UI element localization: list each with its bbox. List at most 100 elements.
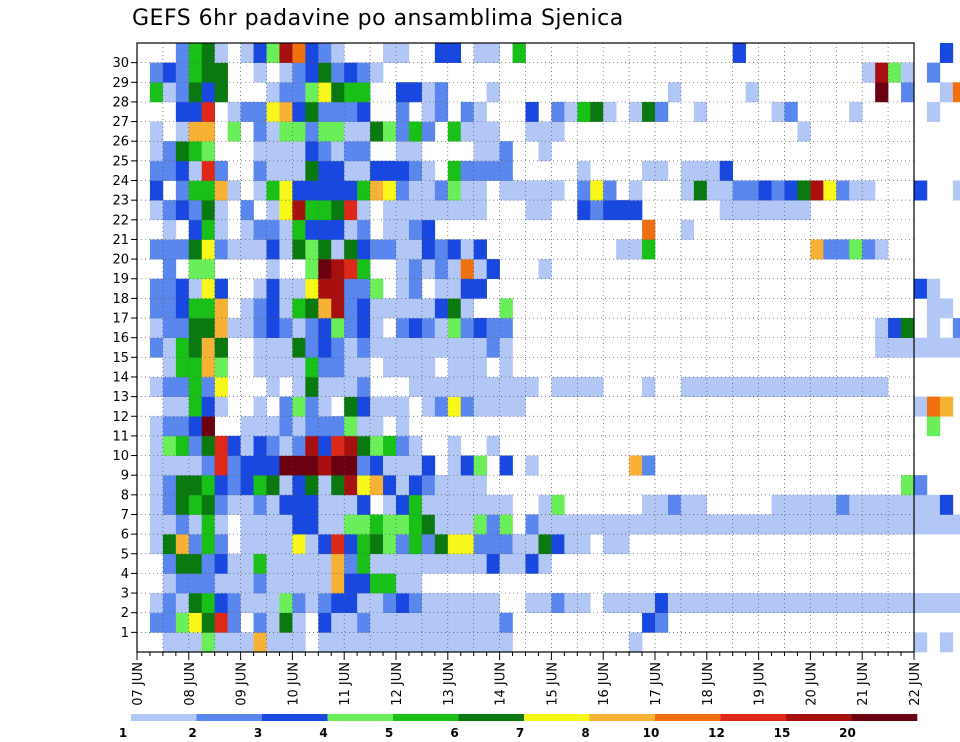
x-tick-label: 18 JUN xyxy=(701,662,716,706)
heatmap-cell xyxy=(473,141,487,162)
heatmap-cell xyxy=(318,416,332,437)
heatmap-cell xyxy=(538,494,552,515)
heatmap-cell xyxy=(201,121,215,142)
heatmap-cell xyxy=(162,632,177,653)
heatmap-cell xyxy=(396,632,410,653)
heatmap-cell xyxy=(421,514,436,535)
heatmap-cell xyxy=(318,435,332,456)
heatmap-cell xyxy=(396,475,410,496)
heatmap-cell xyxy=(357,219,371,240)
heatmap-cell xyxy=(357,141,371,162)
heatmap-cell xyxy=(383,435,397,456)
heatmap-cell xyxy=(408,573,423,594)
heatmap-cell xyxy=(279,534,293,555)
heatmap-cell xyxy=(732,43,746,63)
heatmap-cell xyxy=(771,200,785,221)
heatmap-cell xyxy=(732,593,746,614)
legend-swatch xyxy=(589,714,656,721)
heatmap-cell xyxy=(331,435,345,456)
heatmap-cell xyxy=(421,318,436,338)
heatmap-cell xyxy=(331,278,345,299)
heatmap-cell xyxy=(875,318,889,338)
heatmap-cell xyxy=(577,180,591,201)
heatmap-cell xyxy=(421,180,436,201)
heatmap-cell xyxy=(344,141,358,162)
heatmap-cell xyxy=(538,553,552,574)
heatmap-cell xyxy=(175,534,190,555)
y-tick-label: 10 xyxy=(112,449,129,464)
heatmap-cell xyxy=(408,632,423,653)
heatmap-cell xyxy=(292,200,306,221)
heatmap-cell xyxy=(486,514,500,535)
heatmap-cell xyxy=(538,141,552,162)
heatmap-cell xyxy=(396,553,410,574)
heatmap-cell xyxy=(512,43,526,63)
heatmap-cell xyxy=(771,376,785,397)
heatmap-cell xyxy=(862,494,876,515)
heatmap-cell xyxy=(680,593,695,614)
heatmap-cell xyxy=(370,573,384,594)
heatmap-cell xyxy=(149,494,164,515)
heatmap-cell xyxy=(240,318,254,338)
heatmap-cell xyxy=(370,435,384,456)
heatmap-cell xyxy=(434,239,449,260)
y-tick-label: 26 xyxy=(112,135,129,150)
heatmap-cell xyxy=(266,494,280,515)
heatmap-cell xyxy=(344,337,358,358)
heatmap-cell xyxy=(279,416,293,437)
heatmap-cell xyxy=(797,514,811,535)
heatmap-cell xyxy=(603,534,617,555)
heatmap-cell xyxy=(162,298,177,319)
heatmap-cell xyxy=(447,494,462,515)
heatmap-cell xyxy=(447,553,462,574)
heatmap-cell xyxy=(214,357,228,378)
heatmap-cell xyxy=(370,62,384,83)
heatmap-cell xyxy=(162,200,177,221)
heatmap-cell xyxy=(214,573,228,594)
heatmap-cell xyxy=(408,259,423,280)
legend-swatch xyxy=(393,714,459,721)
heatmap-cell xyxy=(473,396,487,417)
heatmap-cell xyxy=(486,259,500,280)
x-tick-label: 21 JUN xyxy=(856,662,871,706)
x-tick-label: 12 JUN xyxy=(390,662,405,706)
heatmap-cell xyxy=(914,337,928,358)
heatmap-cell xyxy=(486,82,500,103)
heatmap-cell xyxy=(784,514,798,535)
heatmap-cell xyxy=(836,239,850,260)
heatmap-cell xyxy=(201,455,215,476)
heatmap-cell xyxy=(266,573,280,594)
heatmap-cell xyxy=(396,514,410,535)
heatmap-cell xyxy=(175,82,190,103)
x-tick-label: 20 JUN xyxy=(804,662,819,706)
heatmap-cell xyxy=(279,435,293,456)
heatmap-cell xyxy=(525,593,539,614)
heatmap-cell xyxy=(642,494,656,515)
heatmap-cell xyxy=(305,121,319,142)
heatmap-cell xyxy=(784,494,798,515)
heatmap-cell xyxy=(162,475,177,496)
heatmap-cell xyxy=(616,239,630,260)
heatmap-cell xyxy=(473,160,487,181)
heatmap-cell xyxy=(162,259,177,280)
heatmap-cell xyxy=(253,219,267,240)
heatmap-cell xyxy=(473,259,487,280)
legend-label: 6 xyxy=(450,726,458,740)
heatmap-cell xyxy=(292,141,306,162)
heatmap-cell xyxy=(305,514,319,535)
heatmap-cell xyxy=(292,180,306,201)
heatmap-cell xyxy=(279,298,293,319)
heatmap-cell xyxy=(266,101,280,122)
heatmap-cell xyxy=(227,318,241,338)
heatmap-cell xyxy=(357,82,371,103)
heatmap-cell xyxy=(383,219,397,240)
heatmap-cell xyxy=(175,43,190,63)
heatmap-cell xyxy=(706,376,721,397)
heatmap-cell xyxy=(888,62,902,83)
heatmap-cell xyxy=(616,534,630,555)
heatmap-cell xyxy=(266,180,280,201)
heatmap-cell xyxy=(396,82,410,103)
heatmap-cell xyxy=(292,475,306,496)
heatmap-cell xyxy=(357,514,371,535)
heatmap-cell xyxy=(188,396,203,417)
